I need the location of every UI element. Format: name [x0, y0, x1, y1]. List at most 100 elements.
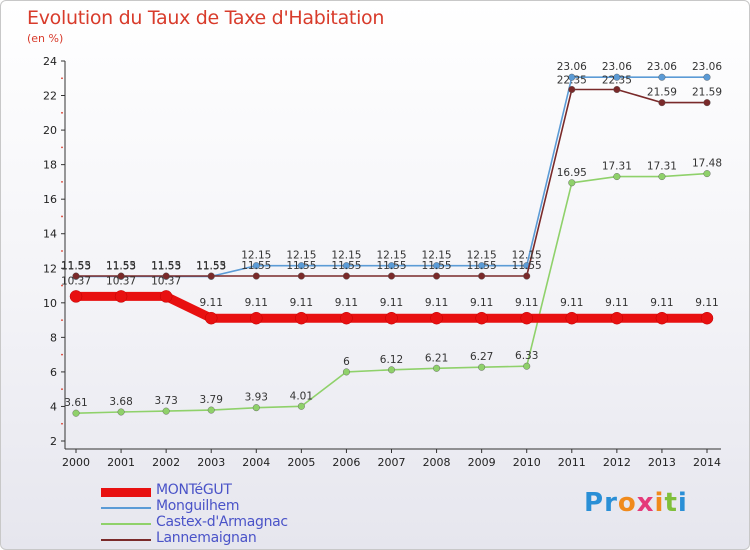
data-point: [207, 272, 215, 280]
data-label: 11.55: [422, 260, 452, 272]
data-label: 17.31: [602, 161, 632, 173]
x-tick-label: 2006: [332, 456, 360, 469]
data-point: [703, 170, 711, 178]
data-label: 11.53: [151, 260, 181, 272]
data-point: [162, 272, 170, 280]
x-tick-label: 2011: [558, 456, 586, 469]
logo-letter: o: [617, 488, 637, 518]
chart-title: Evolution du Taux de Taxe d'Habitation: [27, 7, 385, 29]
data-label: 9.11: [335, 297, 358, 309]
data-label: 6.21: [425, 352, 448, 364]
x-tick-label: 2000: [62, 456, 90, 469]
data-point: [568, 85, 576, 93]
y-minor-tick: [61, 250, 63, 252]
data-label: 9.11: [425, 297, 448, 309]
x-tick-label: 2001: [107, 456, 135, 469]
data-label: 21.59: [692, 87, 722, 99]
data-point: [565, 311, 579, 325]
data-label: 22.35: [602, 75, 632, 87]
data-label: 16.95: [557, 167, 587, 179]
data-point: [250, 311, 263, 325]
data-label: 12.15: [422, 250, 452, 262]
y-minor-tick: [61, 111, 63, 114]
x-tick-label: 2007: [378, 456, 406, 469]
y-minor-tick: [61, 181, 63, 183]
data-point: [114, 290, 128, 303]
data-label: 6.27: [470, 351, 493, 363]
data-point: [252, 262, 260, 270]
data-label: 9.11: [650, 297, 673, 309]
legend-swatch: [101, 507, 151, 509]
x-tick-label: 2002: [152, 456, 180, 469]
data-point: [72, 409, 80, 417]
data-point: [478, 272, 486, 280]
data-point: [703, 73, 711, 81]
data-label: 22.35: [557, 75, 587, 87]
data-label: 11.55: [467, 260, 497, 272]
data-point: [523, 272, 531, 280]
data-label: 3.93: [245, 392, 268, 404]
data-point: [297, 272, 305, 280]
data-point: [207, 406, 215, 414]
data-label: 9.11: [470, 297, 493, 309]
data-label: 6.33: [515, 350, 538, 362]
y-minor-tick: [61, 388, 63, 391]
y-tick-label: 8: [50, 331, 57, 344]
data-label: 9.11: [380, 297, 403, 309]
y-tick-label: 12: [43, 262, 57, 275]
x-tick-label: 2009: [468, 456, 496, 469]
data-label: 12.15: [467, 250, 497, 262]
data-label: 9.11: [290, 297, 313, 309]
data-point: [433, 272, 441, 280]
data-label: 11.55: [61, 260, 91, 272]
legend-label: Castex-d'Armagnac: [156, 514, 288, 530]
data-point: [252, 272, 260, 280]
data-point: [252, 404, 260, 412]
x-tick-label: 2004: [242, 456, 270, 469]
y-tick-label: 18: [43, 159, 57, 172]
data-label: 23.06: [647, 61, 677, 73]
data-label: 12.15: [512, 250, 542, 262]
data-point: [655, 311, 669, 325]
legend-label: Lannemaignan: [156, 530, 257, 546]
data-point: [520, 311, 533, 325]
data-label: 11.53: [196, 260, 226, 272]
data-point: [388, 272, 396, 280]
data-label: 11.55: [286, 260, 316, 272]
data-label: 21.59: [647, 87, 677, 99]
y-minor-tick: [61, 319, 63, 321]
logo-letter: t: [664, 488, 678, 518]
x-tick-label: 2012: [603, 456, 631, 469]
data-point: [340, 311, 353, 325]
data-point: [342, 272, 350, 280]
data-label: 11.55: [512, 260, 542, 272]
data-label: 11.55: [241, 260, 271, 272]
y-minor-tick: [61, 353, 63, 356]
unit-label: (en %): [27, 32, 64, 45]
data-label: 12.15: [376, 250, 406, 262]
data-point: [568, 73, 576, 81]
data-point: [658, 173, 666, 181]
data-point: [162, 407, 170, 415]
data-label: 23.06: [557, 61, 587, 73]
legend-swatch: [101, 487, 151, 497]
data-label: 11.53: [61, 260, 91, 272]
x-tick-label: 2005: [287, 456, 315, 469]
y-tick-label: 10: [43, 297, 57, 310]
data-point: [433, 262, 441, 270]
logo-letter: i: [654, 488, 665, 518]
data-point: [658, 99, 666, 107]
logo-letter: i: [677, 488, 688, 518]
proxiti-logo: Proxiti: [584, 488, 688, 518]
data-label: 6: [343, 356, 350, 368]
data-label: 17.31: [647, 161, 677, 173]
data-point: [613, 173, 621, 181]
data-point: [297, 262, 305, 270]
data-point: [295, 311, 308, 325]
y-tick-label: 4: [50, 400, 57, 413]
data-label: 12.15: [286, 250, 316, 262]
data-point: [204, 311, 218, 325]
data-point: [613, 73, 621, 81]
data-label: 6.12: [380, 354, 403, 366]
